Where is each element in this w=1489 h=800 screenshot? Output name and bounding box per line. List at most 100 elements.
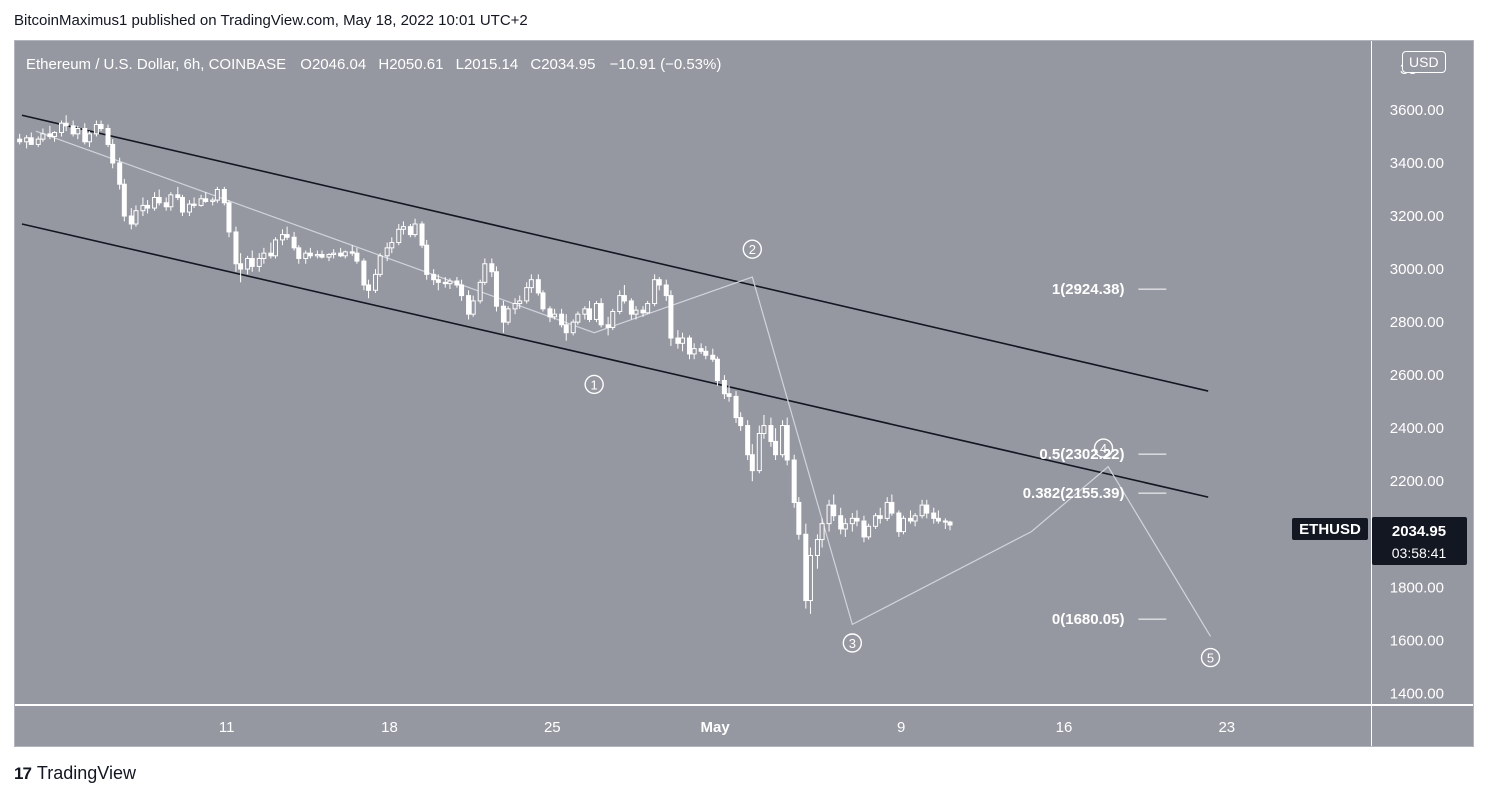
- candle-body-down: [656, 279, 662, 286]
- candle-body-down: [28, 137, 34, 145]
- candle: [17, 133, 23, 145]
- wave-path[interactable]: [35, 130, 1212, 637]
- candle-body-down: [291, 236, 297, 249]
- footer[interactable]: 17 TradingView: [14, 763, 136, 784]
- candle-body-down: [687, 337, 693, 355]
- candle: [435, 274, 441, 291]
- time-tick-label: 23: [1218, 719, 1235, 736]
- candle-body-up: [633, 309, 639, 315]
- candle-body-down: [70, 125, 76, 135]
- tradingview-logo-icon: 17: [14, 763, 32, 783]
- candle-body-up: [75, 128, 81, 135]
- candle-body-up: [819, 523, 825, 541]
- candle-body-up: [152, 196, 158, 209]
- wave-label-text: 4: [1100, 441, 1107, 456]
- candle-body-up: [40, 133, 46, 140]
- candle-body-down: [319, 253, 325, 258]
- change-value: −10.91 (−0.53%): [610, 56, 722, 73]
- last-price-marker[interactable]: ETHUSD 2034.95 03:58:41: [1292, 517, 1467, 565]
- candle: [784, 417, 790, 466]
- fib-level[interactable]: 0(1680.05): [1052, 611, 1167, 628]
- candle-body-up: [198, 198, 204, 206]
- candle-body-down: [249, 257, 255, 267]
- candle: [273, 237, 279, 259]
- plot-pane[interactable]: [15, 41, 1371, 704]
- candle-body-down: [791, 459, 797, 503]
- candle-body-down: [63, 122, 69, 127]
- candle-body-down: [738, 417, 744, 427]
- time-axis-ticks: 11 18 25 May 9 16 23: [219, 719, 1235, 736]
- candle-body-down: [714, 358, 720, 381]
- fib-levels[interactable]: 1(2924.38) 0.5(2302.22) 0.382(2155.39) 0(16…: [1023, 281, 1167, 628]
- candle-body-up: [826, 504, 832, 525]
- candle-body-up: [35, 138, 41, 145]
- candle-body-down: [710, 354, 716, 360]
- candle-body-up: [517, 300, 523, 305]
- candle-body-up: [396, 228, 402, 244]
- candle: [854, 510, 860, 527]
- candle: [761, 414, 767, 439]
- candle-body-up: [482, 263, 488, 283]
- candle-body-down: [361, 260, 367, 286]
- candle: [570, 319, 576, 336]
- candle: [663, 279, 669, 301]
- candle-body-down: [535, 279, 541, 294]
- price-axis-pane[interactable]: [1372, 41, 1473, 704]
- candle-body-up: [326, 253, 332, 258]
- countdown: 03:58:41: [1392, 545, 1447, 561]
- candle: [412, 218, 418, 238]
- currency-badge[interactable]: USD: [1402, 51, 1446, 73]
- fib-level[interactable]: 1(2924.38): [1052, 281, 1167, 298]
- candle-body-up: [256, 257, 262, 267]
- channel-upper-line[interactable]: [21, 114, 1209, 392]
- time-tick-label: 16: [1056, 719, 1073, 736]
- open-value: 2046.04: [312, 56, 366, 73]
- candle-body-down: [838, 515, 844, 530]
- candle: [575, 311, 581, 325]
- candle-body-down: [366, 284, 372, 291]
- candle-body-down: [284, 234, 290, 238]
- candle: [191, 197, 197, 209]
- candle: [873, 513, 879, 529]
- candle: [586, 300, 592, 323]
- elliott-wave-line[interactable]: [35, 130, 1212, 637]
- candle-body-up: [680, 337, 686, 344]
- candle-body-up: [814, 539, 820, 556]
- high-label: H: [378, 56, 389, 73]
- price-tick-label: 1600.00: [1390, 632, 1444, 649]
- candle-body-up: [477, 281, 483, 302]
- candle-body-down: [191, 203, 197, 206]
- fib-level-label: 0.5(2302.22): [1039, 446, 1124, 463]
- candle-body-down: [621, 295, 627, 302]
- candle: [559, 308, 565, 328]
- fib-level[interactable]: 0.5(2302.22): [1039, 446, 1167, 463]
- candle: [547, 306, 553, 323]
- candle-body-down: [82, 128, 88, 143]
- candle: [593, 300, 599, 323]
- candle-body-up: [528, 279, 534, 289]
- candle: [791, 454, 797, 508]
- candle: [803, 523, 809, 609]
- candle-body-down: [419, 223, 425, 246]
- time-axis-pane[interactable]: [15, 706, 1371, 746]
- candle-body-up: [756, 432, 762, 472]
- fib-level[interactable]: 0.382(2155.39): [1023, 485, 1167, 502]
- channel-lines[interactable]: [21, 114, 1209, 498]
- candle-body-down: [47, 133, 53, 137]
- candle: [128, 208, 134, 230]
- candle-body-up: [617, 295, 623, 313]
- candle-body-down: [307, 252, 313, 257]
- candle: [768, 417, 774, 447]
- candle: [82, 123, 88, 145]
- candle-body-up: [447, 280, 453, 285]
- candle-body-up: [570, 321, 576, 334]
- wave-label-4: 4: [1093, 438, 1114, 458]
- channel-lower-line[interactable]: [21, 223, 1209, 498]
- chart[interactable]: 1(2924.38) 0.5(2302.22) 0.382(2155.39) 0(16…: [14, 40, 1474, 747]
- candle: [714, 356, 720, 386]
- candle-body-down: [128, 215, 134, 225]
- candle-body-down: [435, 279, 441, 283]
- candle: [900, 515, 906, 535]
- candle: [454, 277, 460, 288]
- candle-body-down: [831, 504, 837, 517]
